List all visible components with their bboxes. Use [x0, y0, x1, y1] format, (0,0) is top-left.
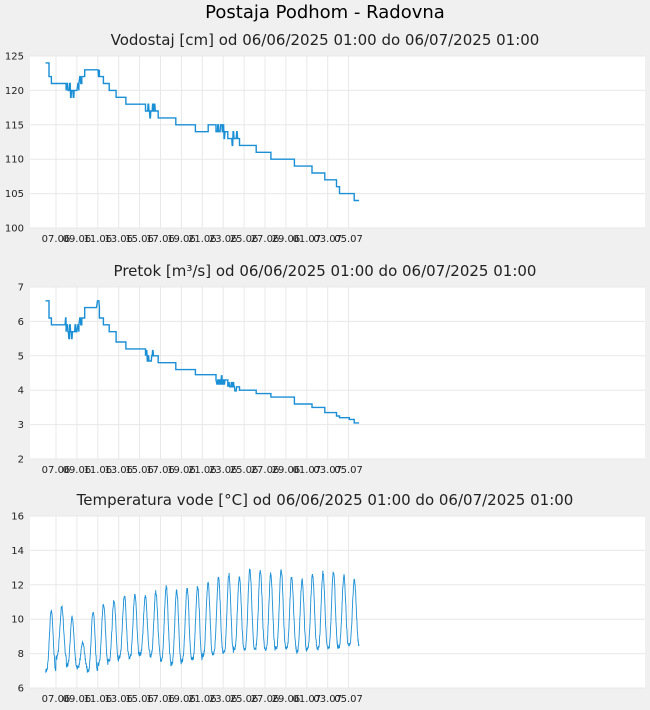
x-tick-label: 19.06 [167, 465, 196, 476]
x-tick-label: 07.06 [42, 234, 71, 245]
x-tick-label: 15.06 [125, 694, 154, 705]
y-tick-label: 7 [18, 283, 24, 294]
x-tick-label: 15.06 [125, 234, 154, 245]
y-tick-label: 110 [5, 155, 24, 166]
x-tick-label: 27.06 [251, 694, 280, 705]
chart-discharge: 2 3 4 5 6 7 07.0609.0611.0613.0615.0617.0619.0… [18, 283, 645, 476]
x-tick-label: 01.07 [292, 234, 321, 245]
y-tick-label: 105 [5, 189, 24, 200]
x-tick-label: 09.06 [63, 465, 92, 476]
series-line [45, 62, 360, 202]
y-tick-label: 10 [11, 615, 24, 626]
x-tick-label: 17.06 [146, 234, 175, 245]
x-tick-label: 13.06 [104, 465, 133, 476]
x-tick-label: 01.07 [292, 465, 321, 476]
x-tick-label: 19.06 [167, 234, 196, 245]
x-tick-label: 23.06 [209, 465, 238, 476]
x-tick-label: 09.06 [63, 694, 92, 705]
x-tick-label: 25.06 [230, 234, 259, 245]
plot-area [30, 56, 645, 228]
x-tick-label: 01.07 [292, 694, 321, 705]
x-tick-label: 29.06 [272, 234, 301, 245]
x-tick-label: 21.06 [188, 234, 217, 245]
chart-title-water-level: Vodostaj [cm] od 06/06/2025 01:00 do 06/… [110, 31, 540, 49]
x-tick-label: 09.06 [63, 234, 92, 245]
chart-title-temperature: Temperatura vode [°C] od 06/06/2025 01:0… [76, 491, 574, 509]
x-tick-label: 25.06 [230, 694, 259, 705]
x-tick-label: 07.06 [42, 465, 71, 476]
y-tick-label: 3 [18, 420, 24, 431]
x-tick-label: 17.06 [146, 694, 175, 705]
x-tick-label: 23.06 [209, 234, 238, 245]
x-tick-label: 11.06 [83, 234, 112, 245]
y-tick-label: 125 [5, 52, 24, 63]
x-tick-label: 11.06 [83, 694, 112, 705]
x-tick-label: 13.06 [104, 694, 133, 705]
x-tick-label: 29.06 [272, 694, 301, 705]
x-tick-label: 25.06 [230, 465, 259, 476]
y-tick-label: 6 [18, 684, 24, 695]
y-tick-label: 100 [5, 224, 24, 235]
x-tick-label: 17.06 [146, 465, 175, 476]
x-tick-label: 23.06 [209, 694, 238, 705]
x-tick-label: 19.06 [167, 694, 196, 705]
y-tick-label: 8 [18, 649, 24, 660]
x-tick-label: 03.07 [313, 694, 342, 705]
chart-title-discharge: Pretok [m³/s] od 06/06/2025 01:00 do 06/… [113, 262, 537, 280]
x-tick-label: 07.06 [42, 694, 71, 705]
chart-temperature: 6 8 10 12 14 16 07.0609.0611.0613.0615.0617.06… [11, 512, 645, 705]
y-tick-label: 14 [11, 546, 24, 557]
plot-area [30, 287, 645, 459]
y-tick-label: 12 [11, 580, 24, 591]
y-tick-label: 16 [11, 512, 24, 523]
x-tick-label: 11.06 [83, 465, 112, 476]
plot-area [30, 516, 645, 688]
page-title: Postaja Podhom - Radovna [205, 2, 445, 23]
x-tick-label: 15.06 [125, 465, 154, 476]
y-tick-label: 4 [18, 386, 24, 397]
x-tick-label: 29.06 [272, 465, 301, 476]
series-line [45, 568, 360, 674]
x-tick-label: 03.07 [313, 465, 342, 476]
x-tick-label: 05.07 [334, 465, 363, 476]
series-line [45, 300, 360, 424]
x-tick-label: 03.07 [313, 234, 342, 245]
y-tick-label: 5 [18, 351, 24, 362]
chart-water-level: 100 105 110 115 120 125 07.0609.0611.0613.0615… [5, 52, 645, 245]
y-tick-label: 120 [5, 86, 24, 97]
x-tick-label: 21.06 [188, 694, 217, 705]
y-tick-label: 2 [18, 455, 24, 466]
x-tick-label: 27.06 [251, 234, 280, 245]
y-tick-label: 6 [18, 317, 24, 328]
y-tick-label: 115 [5, 120, 24, 131]
x-tick-label: 05.07 [334, 694, 363, 705]
x-tick-label: 05.07 [334, 234, 363, 245]
x-tick-label: 21.06 [188, 465, 217, 476]
x-tick-label: 27.06 [251, 465, 280, 476]
x-tick-label: 13.06 [104, 234, 133, 245]
